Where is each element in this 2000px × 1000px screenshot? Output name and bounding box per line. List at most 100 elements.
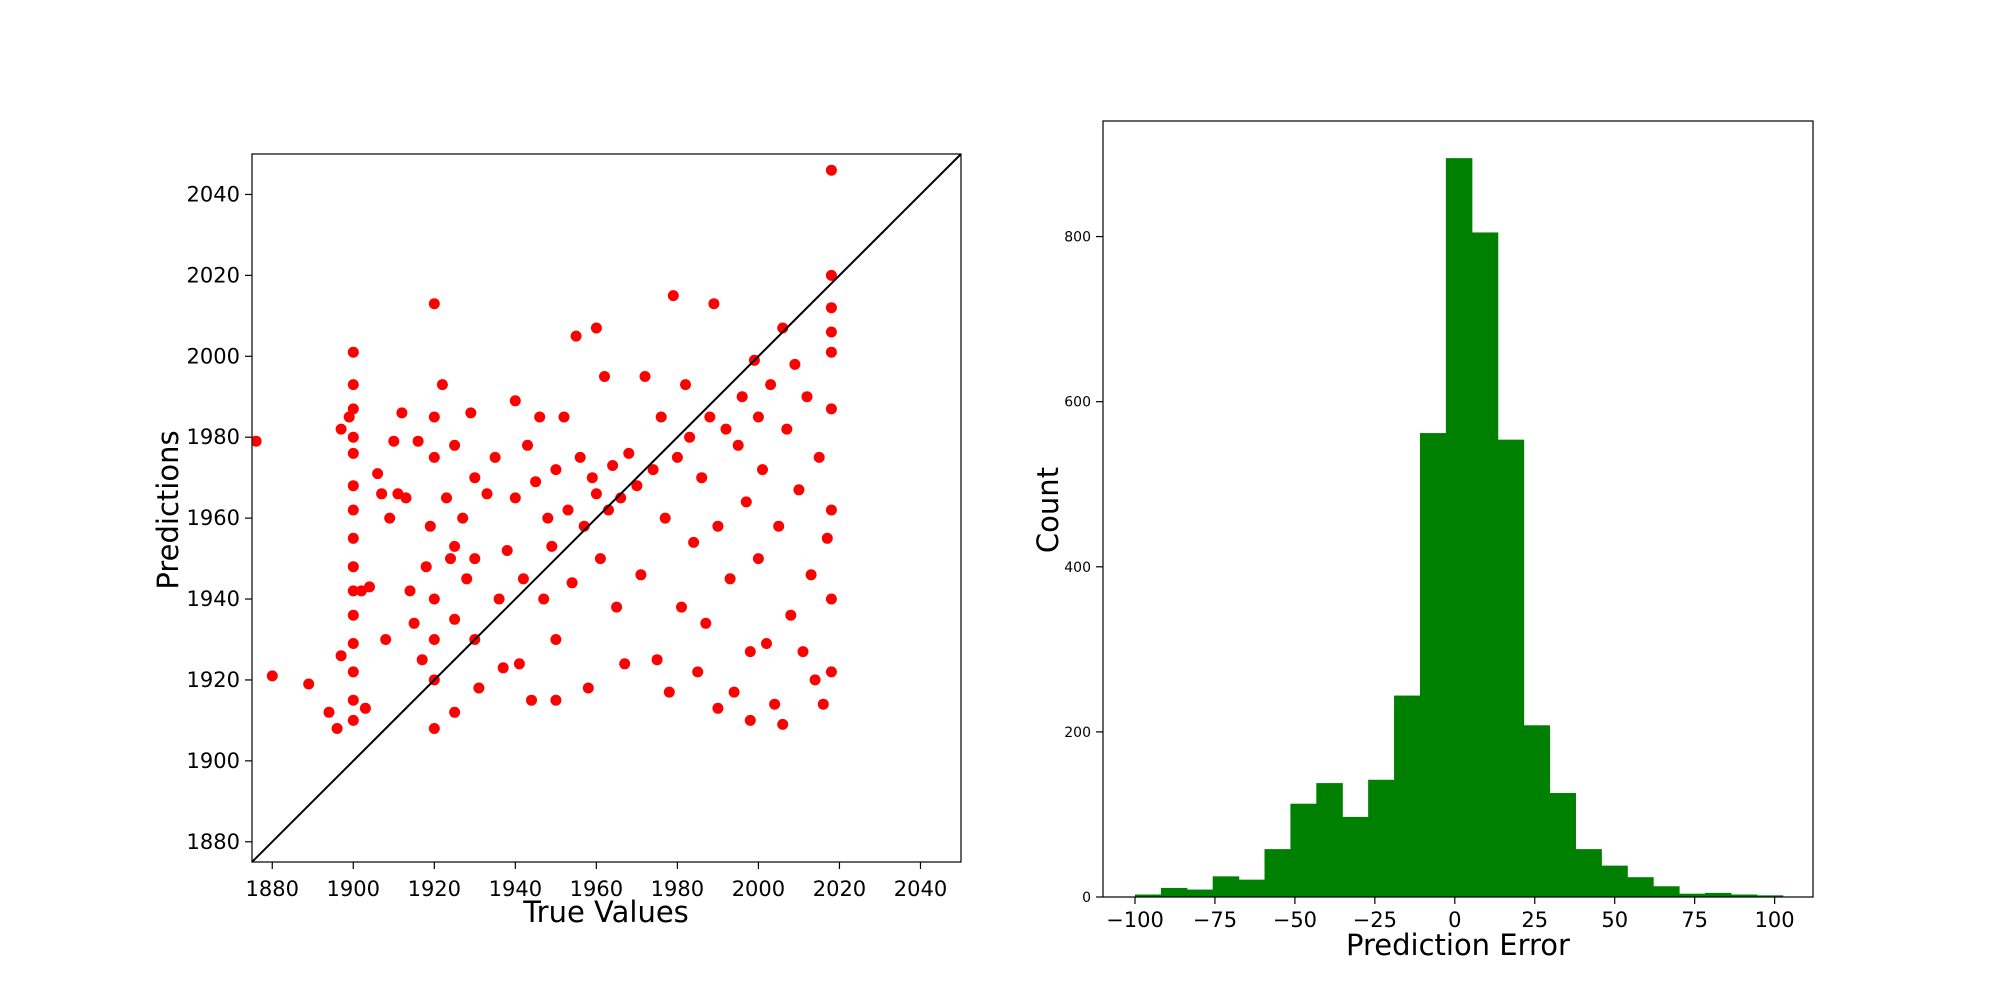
scatter-point (825, 269, 837, 281)
scatter-point (550, 694, 562, 706)
scatter-point (659, 512, 671, 524)
scatter-points (252, 164, 837, 734)
histogram-bar (1264, 849, 1292, 897)
histogram-y-tick-label: 200 (1064, 725, 1091, 741)
scatter-point (428, 451, 440, 463)
scatter-point (773, 520, 785, 532)
scatter-point (400, 492, 412, 504)
scatter-point (700, 617, 712, 629)
scatter-point (347, 561, 359, 573)
histogram-x-tick-label: −25 (1353, 908, 1397, 932)
scatter-point (615, 492, 627, 504)
scatter-y-axis: 1880 1900 1920 1940 1960 1980 2000 2020 2040 (187, 182, 252, 854)
scatter-point (825, 593, 837, 605)
scatter-point (813, 451, 825, 463)
histogram-y-tick-label: 400 (1064, 560, 1091, 576)
histogram-bar (1134, 894, 1162, 897)
histogram-y-tick-label: 0 (1082, 890, 1091, 906)
scatter-point (607, 460, 619, 471)
histogram-bar (1756, 895, 1784, 897)
scatter-point (396, 407, 408, 419)
scatter-point (712, 702, 724, 714)
scatter-x-tick-label: 1980 (651, 877, 704, 901)
scatter-point (781, 423, 793, 435)
scatter-point (744, 646, 756, 658)
histogram-bar (1342, 816, 1369, 897)
scatter-point (424, 520, 436, 532)
histogram-x-tick-label: −50 (1273, 908, 1317, 932)
scatter-point (777, 322, 789, 334)
scatter-y-tick-label: 1900 (187, 749, 240, 773)
histogram-x-tick-label: −75 (1193, 908, 1237, 932)
scatter-point (416, 654, 428, 666)
histogram-bars (1134, 158, 1784, 897)
scatter-point (744, 714, 756, 726)
scatter-point (594, 553, 606, 565)
scatter-point (252, 435, 262, 447)
scatter-point (825, 403, 837, 415)
scatter-x-tick-label: 2000 (732, 877, 785, 901)
scatter-point (825, 346, 837, 358)
scatter-point (473, 682, 485, 694)
scatter-point (570, 330, 582, 342)
scatter-x-tick-label: 1920 (408, 877, 461, 901)
scatter-point (347, 609, 359, 621)
scatter-point (546, 540, 558, 552)
histogram-bar (1445, 158, 1473, 897)
scatter-point (684, 431, 696, 443)
histogram-frame (1102, 120, 1814, 898)
scatter-x-tick-label: 2020 (813, 877, 866, 901)
scatter-point (380, 634, 392, 645)
histogram-bar (1549, 792, 1576, 897)
scatter-point (825, 504, 837, 516)
scatter-y-tick-label: 2000 (187, 344, 240, 368)
histogram-bar (1730, 894, 1758, 897)
scatter-point (825, 666, 837, 678)
histogram-bar (1368, 779, 1395, 897)
scatter-point (412, 435, 424, 447)
scatter-point (562, 504, 574, 516)
scatter-point (578, 520, 590, 532)
scatter-point (789, 358, 801, 370)
scatter-point (436, 379, 448, 391)
scatter-point (266, 670, 278, 682)
scatter-y-tick-label: 1880 (187, 830, 240, 854)
scatter-point (469, 472, 481, 484)
histogram-bar (1653, 886, 1680, 897)
scatter-point (347, 585, 359, 597)
scatter-x-tick-label: 2040 (894, 877, 947, 901)
scatter-point (388, 435, 400, 447)
scatter-point (465, 407, 477, 419)
scatter-point (732, 439, 744, 451)
histogram-bar (1497, 439, 1525, 897)
scatter-point (343, 411, 355, 423)
scatter-point (574, 451, 586, 463)
scatter-point (376, 488, 388, 500)
scatter-point (347, 480, 359, 492)
scatter-y-tick-label: 1980 (187, 425, 240, 449)
scatter-y-tick-label: 2040 (187, 182, 240, 206)
scatter-point (736, 391, 748, 403)
scatter-point (752, 411, 764, 423)
histogram-bar (1601, 865, 1628, 897)
scatter-point (611, 601, 623, 613)
scatter-point (497, 662, 509, 674)
histogram-bar (1212, 876, 1240, 897)
scatter-point (785, 609, 797, 621)
scatter-point (590, 322, 602, 334)
scatter-point (825, 164, 837, 176)
scatter-point (481, 488, 493, 500)
scatter-point (825, 302, 837, 314)
scatter-point (692, 666, 704, 678)
scatter-point (542, 512, 554, 524)
scatter-point (603, 504, 614, 516)
scatter-point (493, 593, 505, 605)
scatter-point (688, 536, 700, 548)
histogram-x-tick-label: 0 (1448, 908, 1461, 932)
scatter-point (651, 654, 663, 666)
histogram-bar (1419, 433, 1447, 897)
scatter-point (582, 682, 594, 694)
scatter-point (404, 585, 416, 597)
histogram-y-axis-title: Count (1031, 467, 1065, 553)
histogram-y-axis: 0 200 400 600 800 (1064, 230, 1103, 906)
